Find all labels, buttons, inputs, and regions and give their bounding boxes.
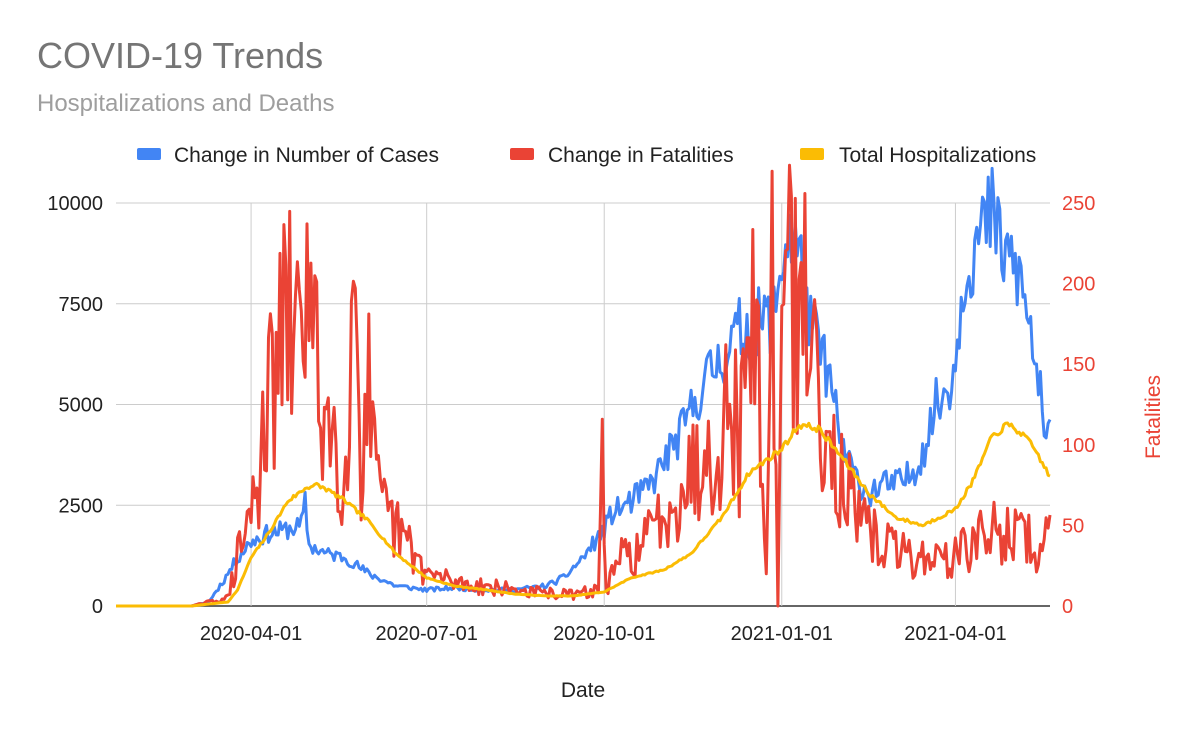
y2-tick-label: 250 [1062,193,1095,215]
y-tick-label: 7500 [59,294,104,316]
gridlines [116,202,1050,607]
y-tick-label: 2500 [59,495,104,517]
series-layer [116,163,1052,608]
x-tick-label: 2020-10-01 [553,623,655,645]
chart-subtitle: Hospitalizations and Deaths [37,90,335,117]
y2-tick-label: 200 [1062,274,1095,296]
series-line-fatalities [116,163,1052,608]
legend-item-cases[interactable]: Change in Number of Cases [137,144,439,167]
legend-item-hospitalizations[interactable]: Total Hospitalizations [800,144,1036,167]
chart-title: COVID-19 Trends [37,35,323,76]
y2-tick-label: 50 [1062,515,1084,537]
legend: Change in Number of Cases Change in Fata… [137,144,1036,167]
series-line-hospitalizations [116,421,1051,608]
x-tick-label: 2020-04-01 [200,623,302,645]
series-line-cases [116,166,1052,608]
y2-tick-label: 0 [1062,596,1073,618]
legend-label-hospitalizations: Total Hospitalizations [839,144,1036,167]
legend-item-fatalities[interactable]: Change in Fatalities [510,144,734,167]
legend-label-cases: Change in Number of Cases [174,144,439,167]
y2-tick-label: 150 [1062,354,1095,376]
legend-swatch-cases [137,148,161,160]
x-tick-label: 2021-01-01 [731,623,833,645]
x-tick-label: 2021-04-01 [904,623,1006,645]
x-tick-label: 2020-07-01 [376,623,478,645]
legend-swatch-fatalities [510,148,534,160]
y2-tick-label: 100 [1062,435,1095,457]
axes: 0 2500 5000 7500 10000 0 50 100 150 200 250 2020-04… [47,193,1095,645]
legend-label-fatalities: Change in Fatalities [548,144,734,167]
y-tick-label: 0 [92,596,103,618]
y-tick-label: 10000 [47,193,103,215]
x-axis-title: Date [561,679,605,702]
legend-swatch-hospitalizations [800,148,824,160]
y2-axis-title: Fatalities [1142,375,1165,459]
y-tick-label: 5000 [59,395,104,417]
